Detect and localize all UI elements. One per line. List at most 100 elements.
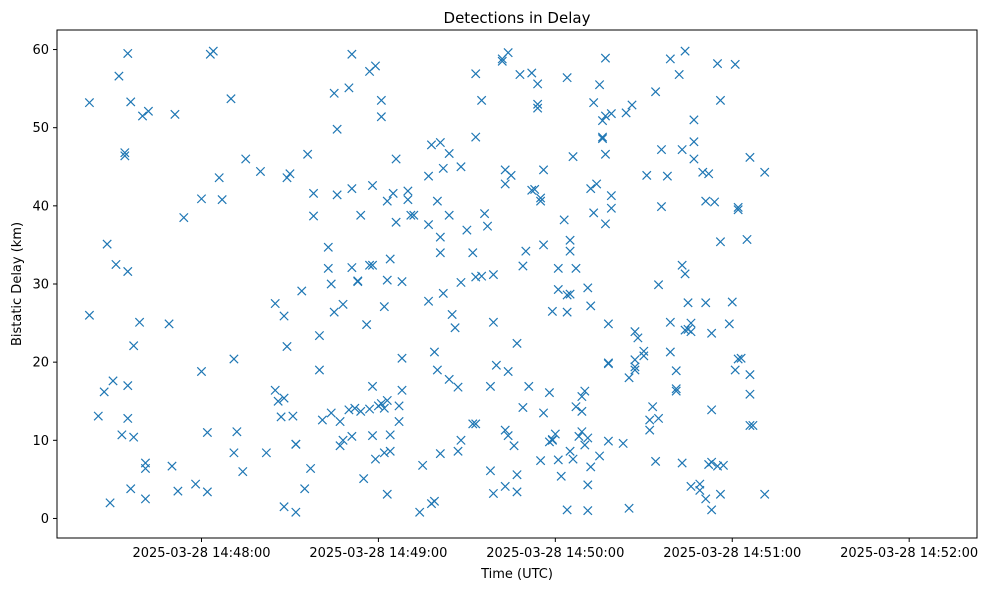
data-point-x-marker <box>677 458 687 468</box>
data-point-x-marker <box>730 365 740 375</box>
data-point-x-marker <box>367 430 378 441</box>
data-point-x-marker <box>456 277 466 288</box>
data-point-x-marker <box>468 248 478 258</box>
data-point-x-marker <box>308 188 319 198</box>
data-point-x-marker <box>547 306 558 316</box>
data-point-x-marker <box>509 441 519 451</box>
data-point-x-marker <box>559 215 569 225</box>
data-point-x-marker <box>600 149 611 159</box>
data-point-x-marker <box>706 505 717 515</box>
data-point-x-marker <box>648 402 658 412</box>
data-point-x-marker <box>621 108 631 118</box>
data-point-x-marker <box>650 456 661 467</box>
data-point-x-marker <box>361 320 372 330</box>
data-point-x-marker <box>485 466 496 476</box>
data-point-x-marker <box>105 498 115 508</box>
data-point-x-marker <box>485 381 496 392</box>
data-point-x-marker <box>471 419 481 429</box>
data-point-x-marker <box>432 196 443 206</box>
x-tick-label: 2025-03-28 14:48:00 <box>132 546 270 561</box>
data-point-x-marker <box>134 317 145 327</box>
data-point-x-marker <box>291 439 301 449</box>
data-point-x-marker <box>282 173 292 183</box>
data-point-x-marker <box>232 427 242 437</box>
data-point-x-marker <box>84 98 95 108</box>
data-point-x-marker <box>594 80 605 90</box>
data-point-x-marker <box>435 448 445 459</box>
data-point-x-marker <box>140 463 151 474</box>
data-point-x-marker <box>733 202 743 213</box>
data-point-x-marker <box>562 73 572 83</box>
data-point-x-marker <box>515 69 525 80</box>
data-point-x-marker <box>727 297 737 307</box>
data-point-x-marker <box>356 406 366 417</box>
data-point-x-marker <box>462 225 472 235</box>
data-point-x-marker <box>394 401 404 411</box>
data-point-x-marker <box>547 434 558 445</box>
data-point-x-marker <box>423 219 434 230</box>
data-point-x-marker <box>129 432 139 442</box>
data-point-x-marker <box>745 152 755 163</box>
data-point-x-marker <box>409 210 419 220</box>
data-point-x-marker <box>385 430 395 440</box>
data-point-x-marker <box>338 299 348 309</box>
data-point-x-marker <box>403 194 413 205</box>
data-point-x-marker <box>308 211 319 221</box>
data-point-x-marker <box>674 69 684 80</box>
data-point-x-marker <box>376 95 386 105</box>
data-point-x-marker <box>435 248 445 258</box>
data-point-x-marker <box>444 210 454 220</box>
data-point-x-marker <box>701 298 711 308</box>
data-point-x-marker <box>179 212 189 223</box>
data-point-x-marker <box>170 109 180 120</box>
data-point-x-marker <box>314 330 325 341</box>
data-point-x-marker <box>742 234 752 245</box>
data-point-x-marker <box>335 441 345 451</box>
x-tick-label: 2025-03-28 14:49:00 <box>309 546 447 561</box>
data-point-x-marker <box>456 162 466 172</box>
y-tick-label: 0 <box>41 512 49 527</box>
data-point-x-marker <box>385 446 395 456</box>
data-point-x-marker <box>444 374 454 384</box>
data-point-x-marker <box>712 58 723 69</box>
data-point-x-marker <box>745 389 755 399</box>
data-point-x-marker <box>196 194 207 204</box>
data-point-x-marker <box>335 416 345 427</box>
data-point-x-marker <box>512 487 522 497</box>
data-point-x-marker <box>645 425 655 435</box>
data-point-x-marker <box>665 54 675 64</box>
data-point-x-marker <box>394 416 404 427</box>
x-axis-label: Time (UTC) <box>480 567 553 582</box>
y-tick-label: 30 <box>32 278 49 293</box>
data-point-x-marker <box>379 403 389 413</box>
data-point-x-marker <box>653 280 664 290</box>
data-point-x-marker <box>397 277 407 287</box>
data-point-x-marker <box>364 404 375 414</box>
data-point-x-marker <box>126 97 136 107</box>
data-point-x-marker <box>376 112 386 122</box>
data-point-x-marker <box>724 319 734 329</box>
data-point-x-marker <box>303 149 313 159</box>
data-point-x-marker <box>282 341 292 352</box>
data-point-x-marker <box>589 208 599 218</box>
data-point-x-marker <box>650 87 661 97</box>
data-point-x-marker <box>471 69 481 79</box>
y-tick-label: 60 <box>32 43 49 58</box>
data-point-x-marker <box>639 346 649 356</box>
data-point-x-marker <box>367 260 378 270</box>
data-point-x-marker <box>120 148 130 158</box>
data-point-x-marker <box>524 381 534 392</box>
data-point-x-marker <box>760 167 770 177</box>
data-point-x-marker <box>653 413 664 424</box>
data-point-x-marker <box>479 209 490 219</box>
data-point-x-marker <box>568 454 578 464</box>
data-point-x-marker <box>577 406 587 417</box>
data-point-x-marker <box>680 325 690 335</box>
data-point-x-marker <box>538 408 549 418</box>
data-point-x-marker <box>591 179 602 189</box>
data-point-x-marker <box>689 154 699 164</box>
data-point-x-marker <box>391 217 401 227</box>
data-point-x-marker <box>550 429 560 439</box>
data-point-x-marker <box>241 154 251 164</box>
